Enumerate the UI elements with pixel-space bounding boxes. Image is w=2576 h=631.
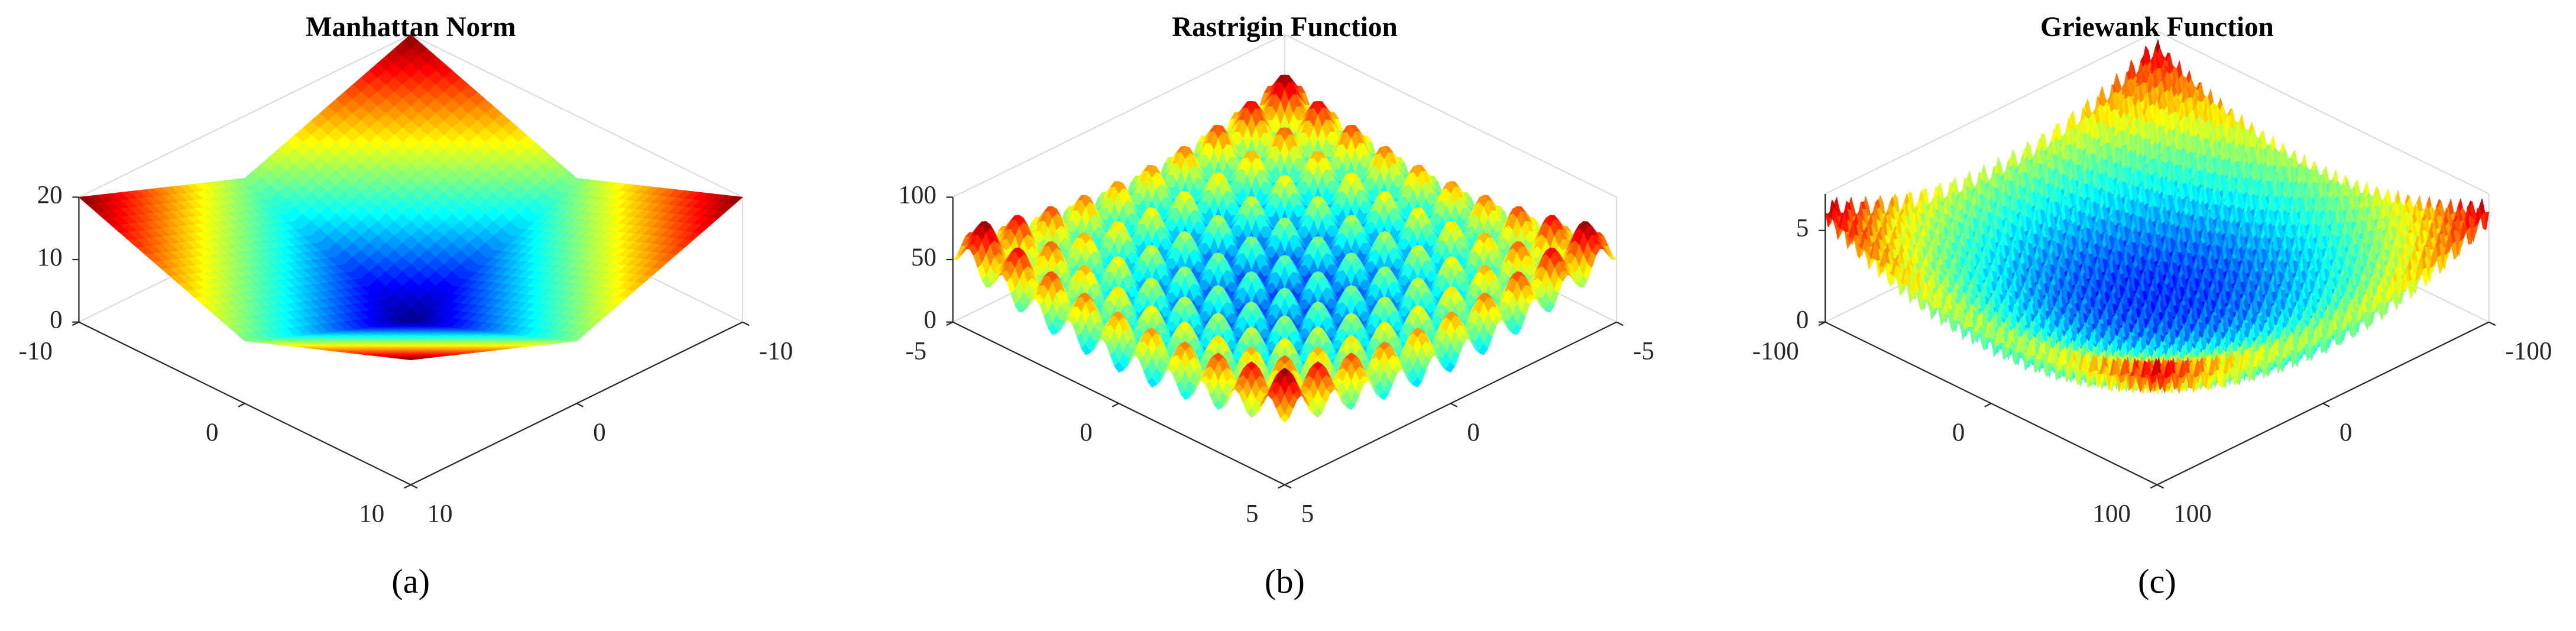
x-tick-label: 0 [206,419,219,446]
panel: -10 0 10 -10 0 10 0 10 20 Manhattan Norm (a) [19,12,793,601]
y-tick [411,485,417,488]
y-tick [743,322,749,326]
y-tick [576,403,583,407]
z-tick-label: 0 [50,306,63,334]
page: {"chart_data": [ {"type": "surface", "ti… [0,0,2576,631]
caption: (a) [391,562,430,601]
y-tick-label: 0 [593,419,606,446]
chart-title: Manhattan Norm [306,12,516,43]
x-tick [238,403,245,407]
surface [79,34,743,360]
x-tick-label: -10 [19,337,53,365]
figure: -10 0 10 -10 0 10 0 10 20 Manhattan Norm (a) -505-5… [0,0,2576,631]
z-tick-label: 10 [37,244,63,271]
y-tick-label: -10 [759,337,793,365]
x-tick-label: 10 [359,500,384,528]
y-tick-label: 10 [427,500,452,528]
x-tick [404,485,411,488]
z-tick-label: 20 [37,181,63,209]
